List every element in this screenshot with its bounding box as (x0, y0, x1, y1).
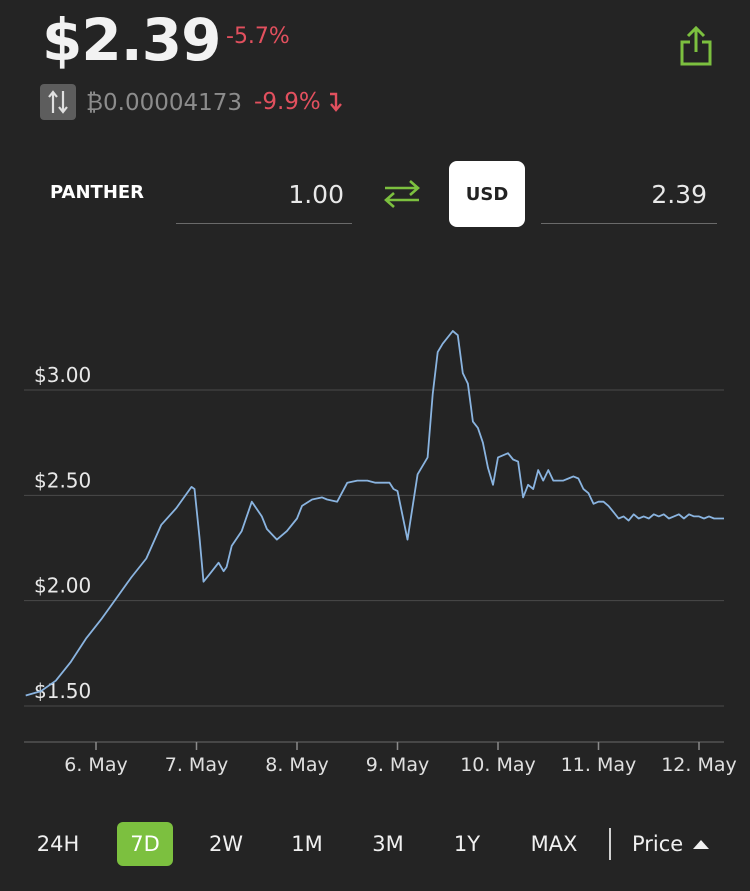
range-max-button[interactable]: MAX (530, 832, 578, 856)
current-price: $2.39 (42, 6, 221, 74)
range-24h-button[interactable]: 24H (36, 832, 80, 856)
currency-select-button[interactable]: USD (449, 161, 525, 227)
price-mode-toggle[interactable]: Price (632, 822, 710, 866)
x-tick-label: 8. May (265, 754, 328, 776)
price-change-percent: -5.7% (226, 24, 290, 49)
currency-amount-input[interactable]: 2.39 (541, 176, 717, 224)
time-range-selector: Price 24H 7D 2W 1M 3M 1Y MAX (0, 822, 750, 868)
divider (609, 828, 611, 860)
range-3m-button[interactable]: 3M (372, 832, 404, 856)
down-arrow-icon (329, 92, 342, 112)
range-1m-button[interactable]: 1M (291, 832, 323, 856)
price-line (25, 330, 724, 697)
y-tick-label: $2.00 (34, 574, 91, 598)
token-amount-input[interactable]: 1.00 (176, 176, 352, 224)
y-tick-label: $1.50 (34, 679, 91, 703)
y-tick-label: $2.50 (34, 468, 91, 492)
swap-vertical-icon[interactable] (40, 84, 76, 120)
share-icon[interactable] (676, 24, 716, 68)
range-7d-button[interactable]: 7D (117, 822, 173, 866)
range-2w-button[interactable]: 2W (208, 832, 244, 856)
token-label: PANTHER (50, 182, 145, 203)
range-1y-button[interactable]: 1Y (453, 832, 481, 856)
x-tick-label: 10. May (460, 754, 536, 776)
y-tick-label: $3.00 (34, 363, 91, 387)
x-tick-label: 6. May (64, 754, 127, 776)
swap-horizontal-icon[interactable] (382, 177, 422, 211)
price-chart[interactable]: $3.00 $2.50 $2.00 $1.50 6. May 7. May 8. May 9.… (0, 250, 750, 790)
btc-price-row: ₿0.00004173 -9.9% (40, 84, 343, 120)
x-tick-label: 7. May (165, 754, 228, 776)
x-tick-label: 11. May (561, 754, 637, 776)
triangle-up-icon (693, 839, 710, 849)
x-tick-label: 9. May (366, 754, 429, 776)
price-mode-label: Price (632, 832, 684, 856)
btc-price: ₿0.00004173 (86, 89, 243, 116)
btc-change-percent: -9.9% (254, 89, 321, 115)
x-tick-label: 12. May (661, 754, 737, 776)
